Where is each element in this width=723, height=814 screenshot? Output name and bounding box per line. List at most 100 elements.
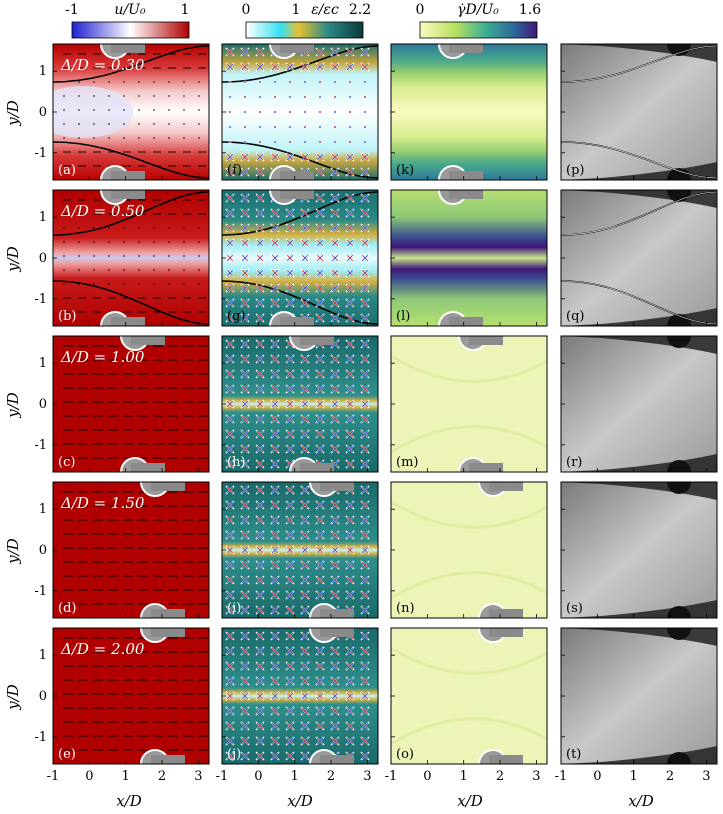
y-tick-label: 0 [39, 689, 47, 704]
panel-letter: (n) [396, 601, 415, 616]
panel-b: 1 0 -1 (b) Δ/D = 0.50 [34, 189, 210, 327]
panel-letter: (d) [58, 601, 76, 616]
panel-letter: (e) [58, 747, 76, 762]
panel-letter: (t) [566, 747, 581, 762]
x-tick-label: 1 [122, 769, 130, 784]
panel-c: 1 0 -1 (c) Δ/D = 1.00 [34, 335, 210, 473]
panel-f: (f) [221, 43, 379, 181]
colorbar-strain-max: 2.2 [349, 2, 371, 18]
panel-p: (p) [560, 43, 718, 181]
y-axis-label-row4: y/D [4, 538, 22, 565]
delta-label: Δ/D = 0.50 [60, 202, 145, 220]
delta-label: Δ/D = 0.30 [60, 56, 145, 74]
y-tick-label: -1 [34, 730, 47, 745]
panel-letter: (h) [227, 455, 246, 470]
y-tick-label: 0 [39, 105, 47, 120]
panel-m: (m) [390, 335, 548, 473]
x-tick-label: -1 [385, 769, 398, 784]
colorbar-velocity-label: u/U₀ [114, 2, 146, 18]
panel-letter: (a) [58, 163, 76, 178]
y-tick-label: 0 [39, 397, 47, 412]
x-tick-label: -1 [47, 769, 60, 784]
x-axis-label-col3: x/D [457, 792, 483, 810]
y-axis-labels: y/D y/D y/D y/D y/D [4, 100, 22, 711]
panel-letter: (g) [227, 309, 245, 324]
x-tick-label: 3 [363, 769, 371, 784]
x-tick-label: 0 [254, 769, 262, 784]
panel-letter: (p) [566, 163, 584, 178]
panel-letter: (f) [227, 163, 242, 178]
y-axis-label-row5: y/D [4, 684, 22, 711]
panel-letter: (s) [566, 601, 583, 616]
colorbar-velocity: -1 u/U₀ 1 [65, 2, 189, 39]
panel-grid: 1 0 -1 (a) Δ/D = 0.30 (f) (k) (p) 1 0 -1 (b) Δ/D = 0… [34, 43, 718, 784]
y-tick-label: 1 [39, 210, 47, 225]
x-tick-label: 3 [702, 769, 710, 784]
colorbar-shear-label: γ̇D/U₀ [457, 2, 499, 18]
delta-label: Δ/D = 1.00 [60, 348, 145, 366]
y-tick-label: 1 [39, 356, 47, 371]
colorbar-shear-min: 0 [416, 2, 425, 18]
y-tick-label: 1 [39, 648, 47, 663]
y-axis-label-row2: y/D [4, 246, 22, 273]
panel-letter: (j) [227, 747, 241, 762]
colorbar-strain-mid: 1 [292, 2, 301, 18]
panel-l: (l) [390, 189, 548, 327]
panel-t: -1 0 1 2 3 (t) [555, 627, 718, 784]
y-tick-label: -1 [34, 438, 47, 453]
delta-label: Δ/D = 1.50 [60, 494, 145, 512]
panel-h: (h) [221, 335, 379, 473]
x-tick-label: 2 [666, 769, 674, 784]
y-tick-label: -1 [34, 584, 47, 599]
panel-r: (r) [560, 335, 718, 473]
x-tick-label: 2 [327, 769, 335, 784]
panel-i: (i) [221, 481, 379, 619]
panel-letter: (l) [396, 309, 410, 324]
x-axis-label-col4: x/D [628, 792, 654, 810]
y-tick-label: 0 [39, 251, 47, 266]
y-tick-label: -1 [34, 292, 47, 307]
colorbar-strain: 0 1 ε/εc 2.2 [242, 2, 371, 39]
y-tick-label: 0 [39, 543, 47, 558]
x-tick-label: 0 [593, 769, 601, 784]
panel-s: (s) [560, 481, 718, 619]
x-tick-label: -1 [216, 769, 229, 784]
y-axis-label-row3: y/D [4, 392, 22, 419]
panel-n: (n) [390, 481, 548, 619]
panel-d: 1 0 -1 (d) Δ/D = 1.50 [34, 481, 210, 619]
x-axis-labels: x/D x/D x/D x/D [116, 792, 654, 810]
y-tick-label: 1 [39, 502, 47, 517]
colorbar-strain-label: ε/εc [311, 2, 339, 18]
panel-a: 1 0 -1 (a) Δ/D = 0.30 [34, 43, 210, 181]
x-axis-label-col1: x/D [116, 792, 142, 810]
x-tick-label: 2 [158, 769, 166, 784]
delta-label: Δ/D = 2.00 [60, 640, 145, 658]
panel-letter: (c) [58, 455, 75, 470]
x-tick-label: 0 [423, 769, 431, 784]
panel-letter: (b) [58, 309, 76, 324]
x-tick-label: 1 [291, 769, 299, 784]
x-tick-label: 1 [630, 769, 638, 784]
panel-o: -1 0 1 2 3 (o) [385, 627, 548, 784]
x-tick-label: -1 [555, 769, 568, 784]
panel-letter: (o) [396, 747, 414, 762]
y-axis-label-row1: y/D [4, 100, 22, 127]
x-tick-label: 1 [460, 769, 468, 784]
panel-letter: (k) [396, 163, 414, 178]
panel-k: (k) [390, 43, 548, 181]
panel-e: 1 0 -1 -1 0 1 2 3 (e) Δ/D = 2.00 [34, 627, 210, 784]
panel-letter: (q) [566, 309, 584, 324]
panel-letter: (i) [227, 601, 241, 616]
x-tick-label: 0 [85, 769, 93, 784]
colorbar-shear-rate: 0 γ̇D/U₀ 1.6 [416, 2, 541, 39]
panel-letter: (m) [396, 455, 418, 470]
x-axis-label-col2: x/D [287, 792, 313, 810]
y-tick-label: -1 [34, 146, 47, 161]
x-tick-label: 3 [194, 769, 202, 784]
x-tick-label: 3 [532, 769, 540, 784]
panel-g: (g) [221, 189, 379, 327]
colorbar-shear-max: 1.6 [519, 2, 541, 18]
panel-j: -1 0 1 2 3 (j) [216, 627, 379, 784]
panel-letter: (r) [566, 455, 582, 470]
